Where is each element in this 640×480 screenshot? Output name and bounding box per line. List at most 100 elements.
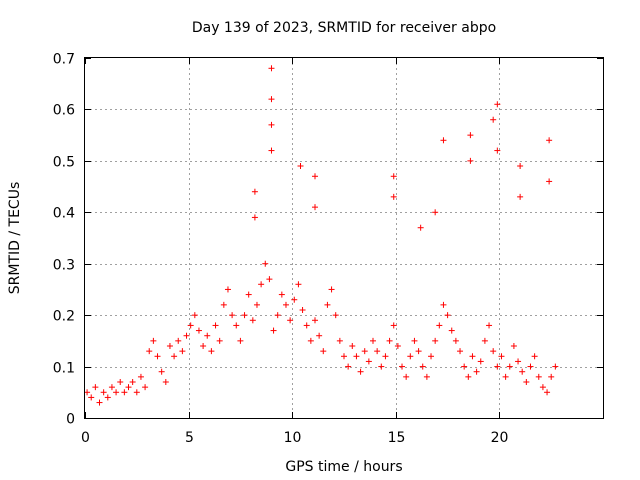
data-point xyxy=(92,384,99,391)
data-point xyxy=(481,337,488,344)
data-point xyxy=(432,337,439,344)
data-point xyxy=(282,301,289,308)
data-point xyxy=(113,389,120,396)
data-point xyxy=(394,343,401,349)
data-point xyxy=(224,286,231,293)
data-point xyxy=(268,147,275,154)
data-point xyxy=(121,389,128,396)
y-tick-label: 0.7 xyxy=(53,52,75,68)
data-point xyxy=(307,337,314,344)
data-point xyxy=(357,368,364,375)
data-point xyxy=(245,291,252,298)
data-point xyxy=(345,363,352,370)
data-point xyxy=(494,101,501,108)
data-point xyxy=(251,214,258,221)
x-tick-label: 5 xyxy=(185,430,194,446)
data-point xyxy=(517,163,524,169)
data-point xyxy=(548,373,555,380)
data-point xyxy=(486,322,493,329)
data-point xyxy=(316,332,323,339)
data-point xyxy=(266,276,273,283)
data-point xyxy=(390,322,397,329)
data-point xyxy=(278,291,285,298)
data-point xyxy=(117,379,124,385)
data-point xyxy=(195,327,202,334)
data-point xyxy=(341,353,347,360)
data-point xyxy=(361,348,368,355)
grid-layer xyxy=(85,58,603,418)
data-points-layer xyxy=(84,65,559,406)
data-point xyxy=(84,389,91,396)
data-point xyxy=(436,322,443,329)
data-point xyxy=(125,384,132,391)
data-point xyxy=(96,399,103,406)
data-point xyxy=(158,368,165,375)
data-point xyxy=(328,286,335,293)
y-tick-label: 0.3 xyxy=(53,258,75,274)
data-point xyxy=(539,384,546,391)
x-tick-label: 10 xyxy=(284,430,302,446)
data-point xyxy=(494,147,501,154)
data-point xyxy=(154,353,161,360)
data-point xyxy=(473,368,480,375)
data-point xyxy=(370,337,377,344)
tick-layer: 0 0.1 0.2 0.3 0.4 0.5 0.6 0.7 0 5 10 15 20 xyxy=(53,52,603,446)
data-point xyxy=(407,353,414,360)
data-point xyxy=(237,337,244,344)
data-point xyxy=(200,343,207,349)
data-point xyxy=(216,337,223,344)
data-point xyxy=(253,301,260,308)
data-point xyxy=(365,358,372,365)
data-point xyxy=(531,353,538,360)
data-point xyxy=(510,343,517,349)
data-point xyxy=(423,373,430,380)
data-point xyxy=(506,363,513,370)
data-point xyxy=(467,132,474,139)
data-point xyxy=(311,204,318,211)
data-point xyxy=(129,379,136,385)
data-point xyxy=(374,348,381,355)
data-point xyxy=(270,327,277,334)
data-point xyxy=(291,296,298,303)
data-point xyxy=(440,137,447,144)
data-point xyxy=(249,317,256,324)
data-point xyxy=(311,173,318,180)
data-point xyxy=(262,260,269,267)
data-point xyxy=(386,337,393,344)
data-point xyxy=(268,121,275,128)
data-point xyxy=(191,312,198,319)
data-point xyxy=(477,358,484,365)
data-point xyxy=(171,353,178,360)
data-point xyxy=(490,348,497,355)
data-point xyxy=(419,363,426,370)
data-point xyxy=(415,348,422,355)
y-tick-label: 0.5 xyxy=(53,155,75,171)
x-tick-label: 15 xyxy=(388,430,406,446)
data-point xyxy=(311,317,318,324)
data-point xyxy=(349,343,356,349)
data-point xyxy=(378,363,385,370)
data-point xyxy=(546,178,553,185)
data-point xyxy=(179,348,186,355)
data-point xyxy=(324,301,331,308)
data-point xyxy=(452,337,459,344)
data-point xyxy=(295,281,302,288)
data-point xyxy=(390,193,397,200)
data-point xyxy=(444,312,451,319)
data-point xyxy=(519,368,526,375)
data-point xyxy=(287,317,294,324)
data-point xyxy=(440,301,447,308)
data-point xyxy=(457,348,464,355)
data-point xyxy=(162,379,169,385)
data-point xyxy=(137,373,144,380)
data-point xyxy=(241,312,248,319)
data-point xyxy=(465,373,472,380)
data-point xyxy=(100,389,107,396)
data-point xyxy=(432,209,439,216)
y-tick-label: 0.1 xyxy=(53,361,75,377)
data-point xyxy=(297,163,304,169)
y-tick-label: 0.2 xyxy=(53,309,75,325)
data-point xyxy=(320,348,327,355)
data-point xyxy=(546,137,553,144)
y-tick-label: 0 xyxy=(66,412,75,428)
